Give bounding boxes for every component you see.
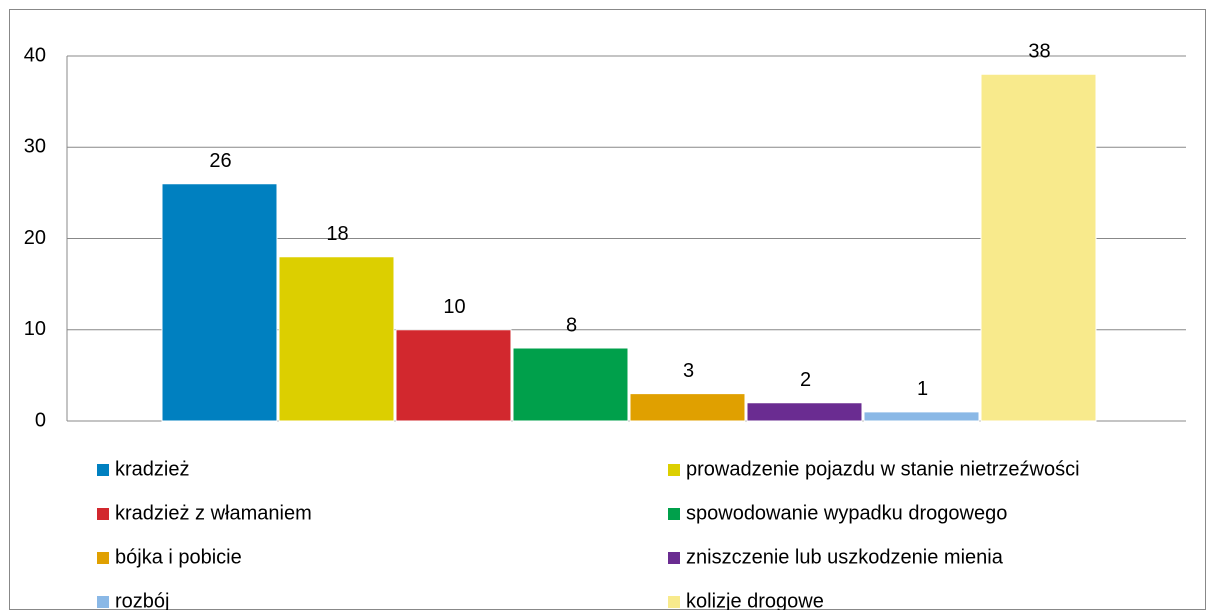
bar — [161, 183, 278, 422]
legend-swatch — [97, 464, 109, 476]
data-label: 1 — [917, 378, 928, 400]
y-tick-label: 10 — [24, 318, 46, 340]
bar — [746, 402, 863, 422]
data-label: 2 — [800, 369, 811, 391]
bar — [863, 411, 980, 422]
data-label: 8 — [566, 314, 577, 336]
legend-swatch — [668, 508, 680, 520]
data-label: 26 — [209, 150, 231, 172]
legend-label: kolizje drogowe — [686, 590, 824, 610]
bar — [980, 73, 1097, 422]
legend-swatch — [97, 508, 109, 520]
legend-swatch — [668, 464, 680, 476]
legend-label: prowadzenie pojazdu w stanie nietrzeźwoś… — [686, 458, 1080, 480]
legend-label: zniszczenie lub uszkodzenie mienia — [686, 546, 1004, 568]
data-label: 3 — [683, 360, 694, 382]
data-label: 10 — [443, 296, 465, 318]
bar — [512, 347, 629, 422]
legend-label: bójka i pobicie — [115, 546, 242, 568]
legend-label: spowodowanie wypadku drogowego — [686, 502, 1007, 524]
legend-label: kradzież z włamaniem — [115, 502, 312, 524]
legend-swatch — [668, 596, 680, 608]
legend-swatch — [97, 596, 109, 608]
data-label: 38 — [1028, 41, 1050, 63]
bar — [395, 329, 512, 422]
y-tick-label: 30 — [24, 136, 46, 158]
legend-swatch — [97, 552, 109, 564]
y-tick-label: 40 — [24, 44, 46, 66]
y-tick-label: 0 — [35, 409, 46, 431]
y-tick-label: 20 — [24, 227, 46, 249]
legend-label: kradzież — [115, 458, 189, 480]
legend-swatch — [668, 552, 680, 564]
bar — [278, 256, 395, 422]
legend-label: rozbój — [115, 590, 169, 610]
bar — [629, 393, 746, 422]
data-label: 18 — [326, 223, 348, 245]
